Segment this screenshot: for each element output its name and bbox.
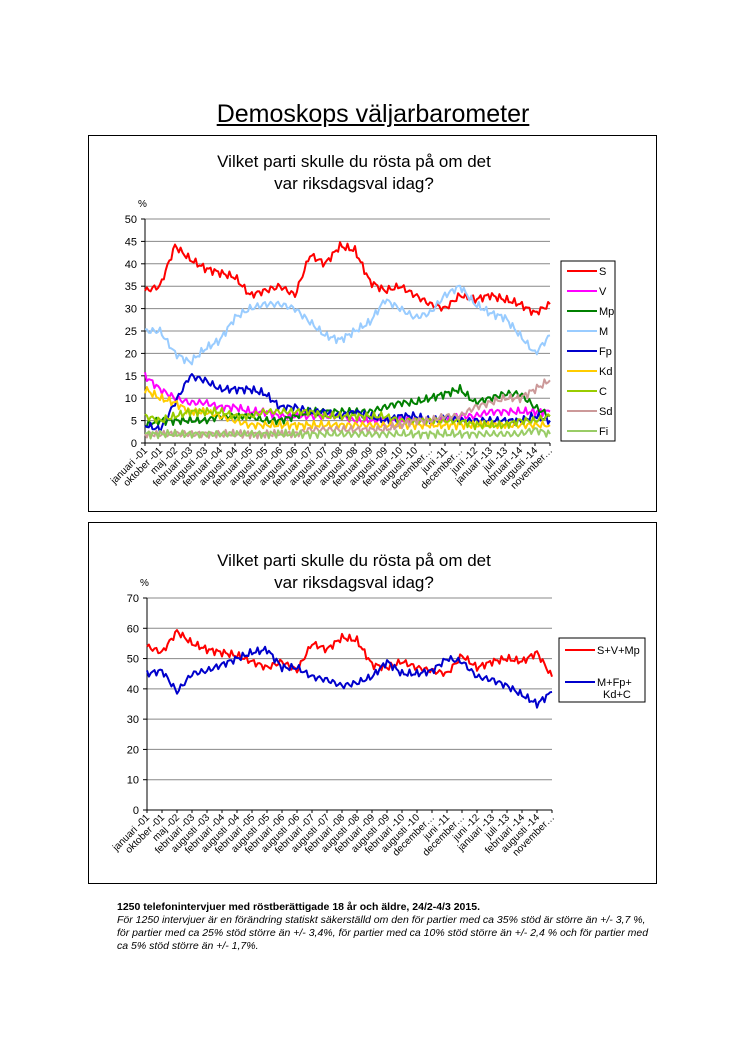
series-line-fi (144, 427, 551, 440)
y-tick-label: 35 (125, 281, 137, 293)
y-tick-label: 25 (125, 326, 137, 338)
y-tick-label: 0 (131, 438, 137, 450)
series-line-c (144, 406, 551, 431)
chart-title-line-1: Vilket parti skulle du rösta på om det (217, 551, 491, 570)
series-line-s (144, 241, 551, 316)
series-line-s-v-mp (146, 629, 553, 678)
y-tick-label: 45 (125, 236, 137, 248)
series-line-kd (144, 386, 551, 431)
legend-label: M+Fp+ (597, 677, 632, 689)
y-tick-label: 5 (131, 416, 137, 428)
chart-title-line-1: Vilket parti skulle du rösta på om det (217, 152, 491, 171)
footer-margin-of-error: För 1250 intervjuer är en förändring sta… (117, 914, 649, 952)
y-tick-label: 30 (125, 304, 137, 316)
y-axis-label: % (140, 578, 149, 589)
legend-label: M (599, 326, 608, 338)
legend-label: V (599, 286, 607, 298)
y-axis-label: % (138, 199, 147, 210)
legend-label: Kd+C (603, 689, 631, 701)
series-line-m-fp-kd-c (146, 645, 553, 709)
chart-party-support-svg: Vilket parti skulle du rösta på om det va… (108, 152, 616, 492)
y-tick-label: 70 (127, 593, 139, 605)
y-tick-label: 10 (125, 393, 137, 405)
chart-party-support: Vilket parti skulle du rösta på om det va… (88, 135, 657, 512)
legend-label: S (599, 266, 606, 278)
series-line-m (144, 284, 551, 366)
y-tick-label: 20 (125, 348, 137, 360)
chart-bloc-support: Vilket parti skulle du rösta på om det va… (88, 522, 657, 884)
chart-title-line-2: var riksdagsval idag? (274, 174, 434, 193)
y-tick-label: 40 (125, 259, 137, 271)
legend-label: C (599, 386, 607, 398)
series-line-sd (144, 378, 551, 440)
y-tick-label: 10 (127, 775, 139, 787)
series-line-v (144, 372, 551, 426)
y-tick-label: 30 (127, 714, 139, 726)
chart-bloc-support-svg: Vilket parti skulle du rösta på om det va… (110, 551, 646, 859)
y-tick-label: 0 (133, 805, 139, 817)
legend-label: Sd (599, 406, 612, 418)
legend-box (558, 637, 646, 703)
footer-note: 1250 telefonintervjuer med röstberättiga… (117, 901, 657, 953)
y-tick-label: 60 (127, 623, 139, 635)
footer-sample-info: 1250 telefonintervjuer med röstberättiga… (117, 901, 480, 913)
legend-label: Mp (599, 306, 614, 318)
legend-label: S+V+Mp (597, 645, 640, 657)
legend-label: Fi (599, 426, 608, 438)
chart-title-line-2: var riksdagsval idag? (274, 573, 434, 592)
y-tick-label: 40 (127, 684, 139, 696)
y-tick-label: 20 (127, 744, 139, 756)
legend-label: Fp (599, 346, 612, 358)
series-line-fp (144, 373, 551, 434)
legend-label: Kd (599, 366, 612, 378)
y-tick-label: 15 (125, 371, 137, 383)
y-tick-label: 50 (125, 214, 137, 226)
y-tick-label: 50 (127, 654, 139, 666)
document-title: Demoskops väljarbarometer (216, 100, 530, 128)
